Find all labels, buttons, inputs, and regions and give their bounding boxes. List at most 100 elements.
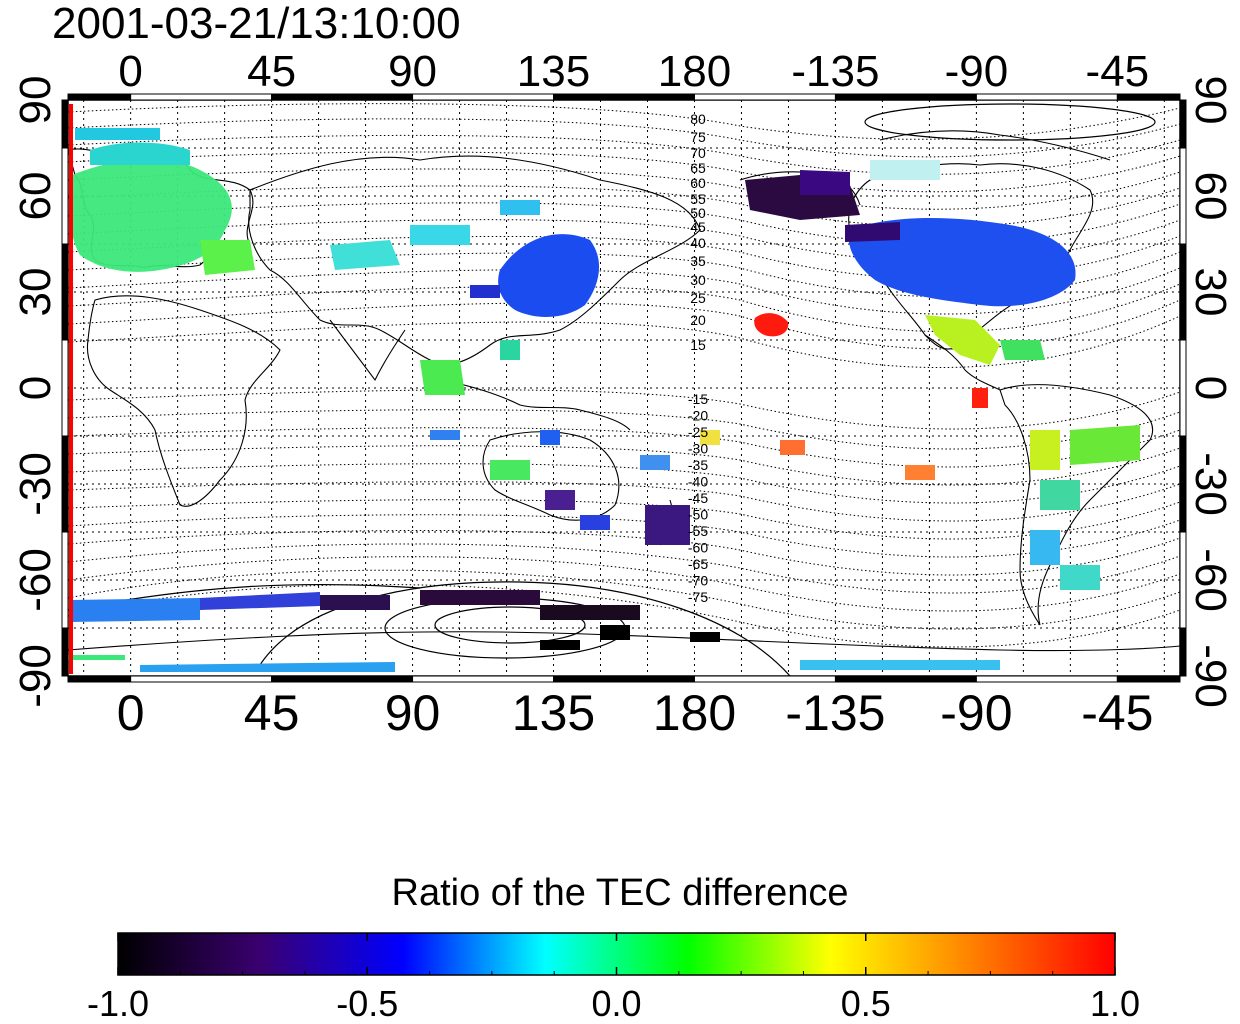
axis-bar-segment [61,627,69,677]
axis-bar-segment [1179,147,1187,245]
coast-africa [86,295,281,507]
contour-line [68,134,1180,175]
lon-tick-label: -45 [1081,685,1153,741]
contour-label: -55 [688,523,708,539]
lat-lon-grid [68,100,1180,676]
contour-label: 50 [690,205,706,221]
contour-label: -50 [688,507,708,523]
colorbar-tick-label: 1.0 [1090,983,1140,1024]
colorbar-title: Ratio of the TEC difference [391,872,849,914]
axis-bar-segment [61,243,69,341]
axis-bar-segment [553,675,695,683]
axis-bar-segment [1179,339,1187,437]
axis-bar-segment [61,435,69,533]
axis-bar-segment [130,675,273,683]
coast-arctic [879,130,1111,161]
axis-bar-segment [61,147,69,245]
contour-label: -45 [688,490,708,506]
contour-line [68,389,1180,430]
lon-tick-label: -90 [940,685,1012,741]
contour-line [68,103,1180,140]
lon-tick-label: 90 [385,685,441,741]
coast-asia [248,155,701,365]
lat-tick-label: -30 [11,452,60,516]
lon-tick-label: 0 [117,685,145,741]
axis-bar-segment [693,675,836,683]
lat-tick-label: -30 [1186,452,1235,516]
contour-label: -70 [688,573,708,589]
lat-tick-label: 60 [1186,172,1235,221]
lat-tick-label: 30 [1186,268,1235,317]
colorbar-tick-label: 0.5 [841,983,891,1024]
axis-bar-segment [61,531,69,629]
lon-tick-label: 0 [118,47,142,96]
bottom-longitude-axis: 0 45 90 135 180 -135 -90 -45 [117,685,1154,741]
contour-label: 65 [690,160,706,176]
contour-label: -15 [688,391,708,407]
contour-label: 80 [690,111,706,127]
contour-line [68,583,1180,648]
contour-line [68,267,1180,315]
contour-label: -30 [688,441,708,457]
contour-line [68,481,1180,522]
contour-label: 15 [690,337,706,353]
axis-bar-segment [975,675,1118,683]
coast-islands [439,379,631,431]
colorbar-tick-label: 0.0 [591,983,641,1024]
contour-label: -25 [688,424,708,440]
contour-label: -75 [688,589,708,605]
lat-tick-label: 90 [1186,76,1235,125]
tec-ratio-data-cells [68,128,1140,672]
colorbar-tick-label: -1.0 [87,983,149,1024]
contour-line [68,463,1180,504]
lat-tick-label: 60 [11,172,60,221]
colorbar-ticks: -1.0 -0.5 0.0 0.5 1.0 [87,933,1140,1024]
contour-label: 25 [690,290,706,306]
axis-bar-segment [67,675,132,683]
contour-line [68,427,1180,468]
contour-line [68,168,1180,210]
contour-label: -60 [688,540,708,556]
top-longitude-axis: 0 45 90 135 180 -135 -90 -45 [118,47,1149,96]
lat-tick-label: 30 [11,268,60,317]
axis-bar-segment [271,675,414,683]
contour-line [68,569,1180,630]
axis-bar-segment [412,675,555,683]
contour-label: 75 [690,129,706,145]
magnetic-contour-labels-south: -15-20-25-30-35-40-45-50-55-60-65-70-75 [688,391,708,605]
contour-label: 55 [690,191,706,207]
axis-bar-segment [834,675,977,683]
right-latitude-axis: 90 60 30 0 -30 -60 -90 [1186,76,1235,708]
axis-bar-segment [1179,243,1187,341]
lon-tick-label: -45 [1086,47,1150,96]
coast-india [329,319,406,382]
axis-bar-segment [1116,93,1181,101]
contour-line [68,499,1180,540]
axis-bar-segment [61,99,69,149]
lon-tick-label: -90 [945,47,1009,96]
contour-label: 30 [690,272,706,288]
contour-line [68,118,1180,158]
contour-line [68,283,1180,332]
colorbar: -1.0 -0.5 0.0 0.5 1.0 [87,932,1140,1024]
coast-central-america [924,334,1001,391]
axis-bar-segment [1116,675,1181,683]
lon-tick-label: 45 [244,685,300,741]
axis-bar-segment [61,339,69,437]
lat-tick-label: 0 [1186,376,1235,400]
axis-bar-segment [1179,99,1187,149]
lon-tick-label: 180 [653,685,736,741]
lon-tick-label: -135 [791,47,879,96]
map-plot-area [67,99,1181,677]
contour-label: -20 [688,408,708,424]
contour-line [68,185,1180,228]
coast-australia [482,431,620,521]
lat-tick-label: -90 [1186,644,1235,708]
colorbar-tick-label: -0.5 [336,983,398,1024]
lat-tick-label: 0 [11,376,60,400]
lon-tick-label: 135 [512,685,595,741]
axis-bar-segment [1179,531,1187,629]
contour-label: -65 [688,556,708,572]
lon-tick-label: 90 [388,47,437,96]
